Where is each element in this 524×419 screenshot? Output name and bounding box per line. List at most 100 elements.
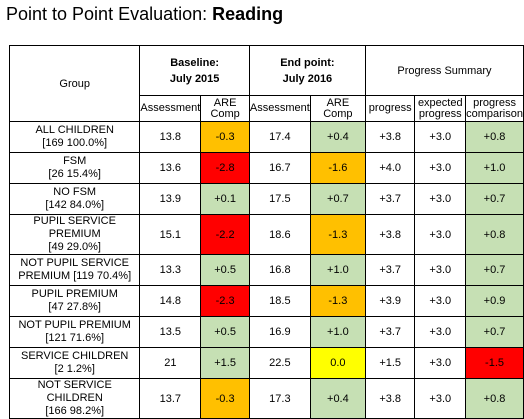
value-cell: +0.1 xyxy=(200,183,250,215)
group-name: SERVICE CHILDREN xyxy=(21,350,129,362)
subheader-cell: progress comparison xyxy=(465,95,524,122)
table-row: NO FSM [142 84.0%] 13.9 +0.1 17.5 +0.7 +3.7 +3.… xyxy=(8,183,524,215)
value-cell: 16.8 xyxy=(248,254,311,286)
value-cell: +3.7 xyxy=(364,316,416,348)
value-cell: +0.8 xyxy=(465,214,524,255)
table-row: PUPIL SERVICE PREMIUM [49 29.0%] 15.1 -2.2 1… xyxy=(8,214,524,255)
endpoint-date: July 2016 xyxy=(282,72,333,85)
group-label: NOT SERVICE CHILDREN [166 98.2%] xyxy=(8,378,141,419)
group-count: [49 29.0%] xyxy=(48,241,101,253)
group-name: NO FSM xyxy=(53,186,97,198)
value-cell: -1.3 xyxy=(309,285,366,317)
value-cell: 13.8 xyxy=(139,121,202,153)
value-cell: 13.3 xyxy=(139,254,202,286)
value-cell: +3.8 xyxy=(364,214,416,255)
value-cell: +1.5 xyxy=(364,347,416,379)
evaluation-table: Group Baseline: July 2015 End point: Jul… xyxy=(8,45,524,419)
value-cell: 17.5 xyxy=(248,183,311,215)
table-row: SERVICE CHILDREN [2 1.2%] 21 +1.5 22.5 0.0 +1.… xyxy=(8,347,524,379)
group-count: [26 15.4%] xyxy=(48,168,101,180)
group-count: [2 1.2%] xyxy=(54,363,95,375)
subheader-cell: ARE Comp xyxy=(200,95,250,122)
value-cell: +3.0 xyxy=(414,254,467,286)
value-cell: +3.7 xyxy=(364,254,416,286)
subheader-row: Assessment ARE Comp Assessment ARE Comp … xyxy=(10,95,524,122)
progress-summary-header: Progress Summary xyxy=(364,45,524,96)
group-label: NO FSM [142 84.0%] xyxy=(8,183,141,215)
value-cell: -2.3 xyxy=(200,285,250,317)
group-label: NOT PUPIL SERVICE PREMIUM [119 70.4%] xyxy=(8,254,141,286)
endpoint-header: End point: July 2016 xyxy=(248,45,366,96)
group-count: [47 27.8%] xyxy=(48,301,101,313)
value-cell: +3.0 xyxy=(414,316,467,348)
subheader-cell: Assessment xyxy=(248,95,311,122)
baseline-label: Baseline: xyxy=(170,56,220,69)
value-cell: -1.6 xyxy=(309,152,366,184)
value-cell: 17.3 xyxy=(248,378,311,419)
group-name: NOT SERVICE CHILDREN xyxy=(37,379,112,405)
value-cell: +1.0 xyxy=(309,316,366,348)
value-cell: 0.0 xyxy=(309,347,366,379)
value-cell: 16.7 xyxy=(248,152,311,184)
group-label: FSM [26 15.4%] xyxy=(8,152,141,184)
value-cell: +0.7 xyxy=(465,316,524,348)
value-cell: 13.9 xyxy=(139,183,202,215)
subheader-cell: expected progress xyxy=(414,95,467,122)
endpoint-label: End point: xyxy=(280,56,335,69)
value-cell: 18.5 xyxy=(248,285,311,317)
value-cell: +1.0 xyxy=(309,254,366,286)
value-cell: 13.5 xyxy=(139,316,202,348)
value-cell: +3.8 xyxy=(364,378,416,419)
header-row: Group Baseline: July 2015 End point: Jul… xyxy=(8,45,524,122)
value-cell: +3.0 xyxy=(414,378,467,419)
value-cell: -0.3 xyxy=(200,378,250,419)
value-cell: +0.8 xyxy=(465,378,524,419)
value-cell: +0.7 xyxy=(465,183,524,215)
value-cell: 15.1 xyxy=(139,214,202,255)
table-row: NOT PUPIL SERVICE PREMIUM [119 70.4%] 13.3… xyxy=(8,254,524,286)
value-cell: +0.5 xyxy=(200,316,250,348)
group-name: NOT PUPIL SERVICE xyxy=(20,257,129,269)
group-name: PUPIL PREMIUM xyxy=(31,288,118,300)
group-name: FSM xyxy=(63,155,87,167)
value-cell: -1.5 xyxy=(465,347,524,379)
group-label: NOT PUPIL PREMIUM [121 71.6%] xyxy=(8,316,141,348)
table-row: ALL CHILDREN [169 100.0%] 13.8 -0.3 17.4 +0.4… xyxy=(8,121,524,153)
value-cell: +0.7 xyxy=(465,254,524,286)
value-cell: 14.8 xyxy=(139,285,202,317)
value-cell: +3.0 xyxy=(414,152,467,184)
subheader-cell: Assessment xyxy=(139,95,202,122)
value-cell: +3.0 xyxy=(414,121,467,153)
value-cell: +3.0 xyxy=(414,347,467,379)
value-cell: +0.9 xyxy=(465,285,524,317)
table-row: FSM [26 15.4%] 13.6 -2.8 16.7 -1.6 +4.0 +3.0 +1.… xyxy=(8,152,524,184)
value-cell: +1.0 xyxy=(465,152,524,184)
group-label: PUPIL SERVICE PREMIUM [49 29.0%] xyxy=(8,214,141,255)
group-label: SERVICE CHILDREN [2 1.2%] xyxy=(8,347,141,379)
group-count: [142 84.0%] xyxy=(45,199,105,211)
value-cell: +1.5 xyxy=(200,347,250,379)
value-cell: +3.0 xyxy=(414,214,467,255)
group-name: ALL CHILDREN xyxy=(35,124,114,136)
subheader-cell: ARE Comp xyxy=(309,95,366,122)
group-header: Group xyxy=(8,45,141,122)
value-cell: 18.6 xyxy=(248,214,311,255)
subheader-cell: progress xyxy=(364,95,416,122)
title-prefix: Point to Point Evaluation: xyxy=(6,4,213,24)
group-count: [169 100.0%] xyxy=(42,137,108,149)
value-cell: 21 xyxy=(139,347,202,379)
group-count: [121 71.6%] xyxy=(45,332,105,344)
baseline-date: July 2015 xyxy=(169,72,220,85)
group-name: PUPIL SERVICE PREMIUM xyxy=(33,215,116,241)
value-cell: 13.6 xyxy=(139,152,202,184)
value-cell: +3.7 xyxy=(364,183,416,215)
page-title: Point to Point Evaluation: Reading xyxy=(6,2,283,26)
value-cell: -1.3 xyxy=(309,214,366,255)
title-emphasis: Reading xyxy=(212,4,284,24)
group-label: PUPIL PREMIUM [47 27.8%] xyxy=(8,285,141,317)
value-cell: +3.8 xyxy=(364,121,416,153)
table-row: NOT SERVICE CHILDREN [166 98.2%] 13.7 -0.3 1… xyxy=(8,378,524,419)
value-cell: +0.8 xyxy=(465,121,524,153)
value-cell: -2.8 xyxy=(200,152,250,184)
value-cell: +0.4 xyxy=(309,378,366,419)
